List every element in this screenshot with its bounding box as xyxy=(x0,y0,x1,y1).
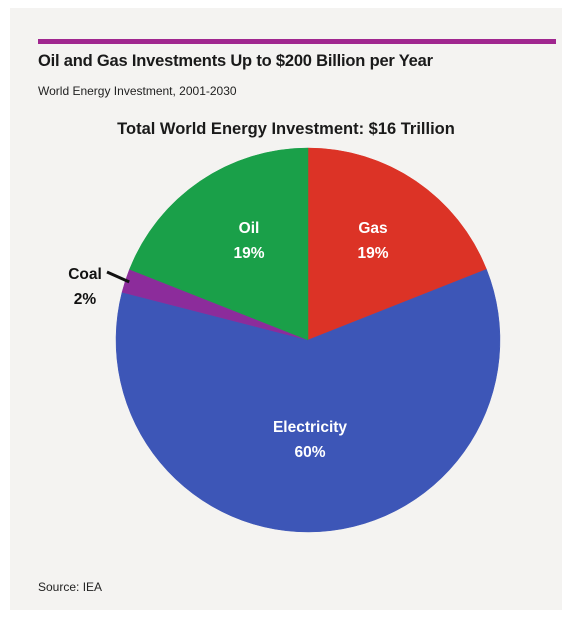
chart-page: Oil and Gas Investments Up to $200 Billi… xyxy=(10,8,562,610)
slice-value-gas: 19% xyxy=(357,245,388,262)
pie-slice-electricity xyxy=(115,268,501,533)
coal-leader-line xyxy=(106,270,130,284)
pie-chart: Gas 19% Electricity 60% Coal 2% Oil 19% xyxy=(68,147,501,533)
slice-label-oil: Oil xyxy=(239,220,260,237)
slice-label-coal: Coal xyxy=(68,266,102,283)
slice-value-electricity: 60% xyxy=(294,444,325,461)
pie-slices xyxy=(115,147,501,533)
chart-headline: Oil and Gas Investments Up to $200 Billi… xyxy=(38,52,433,70)
chart-subtitle: World Energy Investment, 2001-2030 xyxy=(38,84,237,98)
source-note: Source: IEA xyxy=(38,580,103,594)
accent-bar xyxy=(38,39,556,44)
pie-slice-gas xyxy=(307,147,487,341)
pie-labels: Gas 19% Electricity 60% Coal 2% Oil 19% xyxy=(68,220,389,461)
slice-label-gas: Gas xyxy=(358,220,387,237)
chart-title: Total World Energy Investment: $16 Trill… xyxy=(117,120,455,138)
slice-value-coal: 2% xyxy=(74,291,97,308)
slice-label-electricity: Electricity xyxy=(273,419,347,436)
slice-value-oil: 19% xyxy=(233,245,264,262)
pie-slice-oil xyxy=(129,147,309,341)
